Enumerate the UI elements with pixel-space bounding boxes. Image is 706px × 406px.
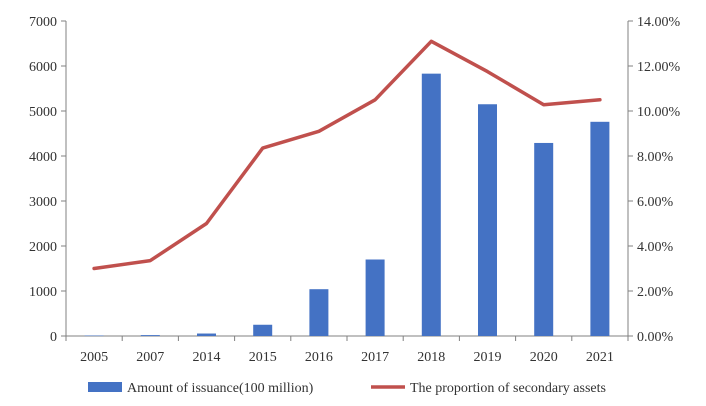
bar-2017 <box>365 259 385 336</box>
bar-2016 <box>309 289 329 336</box>
bar-2007 <box>140 335 160 336</box>
bar-2019 <box>478 104 497 336</box>
x-tick-label: 2007 <box>136 350 164 365</box>
right-tick-label: 2.00% <box>637 285 674 300</box>
legend-bar-label: Amount of issuance(100 million) <box>127 381 314 396</box>
left-tick-label: 4000 <box>29 150 57 165</box>
bar-2020 <box>534 142 554 336</box>
bar-2005 <box>84 335 104 337</box>
right-tick-label: 14.00% <box>637 15 681 30</box>
bar-2015 <box>253 324 273 336</box>
x-tick-label: 2016 <box>305 350 333 365</box>
bar-2018 <box>421 73 441 337</box>
left-tick-label: 0 <box>50 330 57 345</box>
legend-line-label: The proportion of secondary assets <box>410 381 606 396</box>
right-tick-label: 6.00% <box>637 195 674 210</box>
left-tick-label: 2000 <box>29 240 57 255</box>
x-tick-label: 2005 <box>80 350 108 365</box>
x-tick-label: 2021 <box>586 350 614 365</box>
right-tick-label: 0.00% <box>637 330 674 345</box>
x-tick-label: 2018 <box>417 350 445 365</box>
x-tick-label: 2020 <box>530 350 558 365</box>
legend: Amount of issuance(100 million) The propo… <box>88 381 606 396</box>
left-tick-label: 7000 <box>29 15 57 30</box>
left-tick-label: 3000 <box>29 195 57 210</box>
left-tick-label: 1000 <box>29 285 57 300</box>
bar-2014 <box>197 333 216 336</box>
bar-2021 <box>590 121 610 336</box>
proportion-line <box>92 39 602 271</box>
right-tick-label: 12.00% <box>637 60 681 75</box>
right-tick-label: 10.00% <box>637 105 681 120</box>
right-tick-label: 8.00% <box>637 150 674 165</box>
legend-bar-swatch <box>88 382 122 392</box>
x-tick-label: 2015 <box>249 350 277 365</box>
left-tick-label: 5000 <box>29 105 57 120</box>
tick-labels: 0 1000 2000 3000 4000 5000 6000 7000 0.00% 2.00% 4… <box>29 15 681 365</box>
x-tick-label: 2017 <box>361 350 389 365</box>
x-tick-label: 2014 <box>193 350 221 365</box>
bars <box>84 73 610 337</box>
line-series <box>92 39 602 271</box>
right-tick-label: 4.00% <box>637 240 674 255</box>
left-tick-label: 6000 <box>29 60 57 75</box>
x-tick-label: 2019 <box>474 350 502 365</box>
